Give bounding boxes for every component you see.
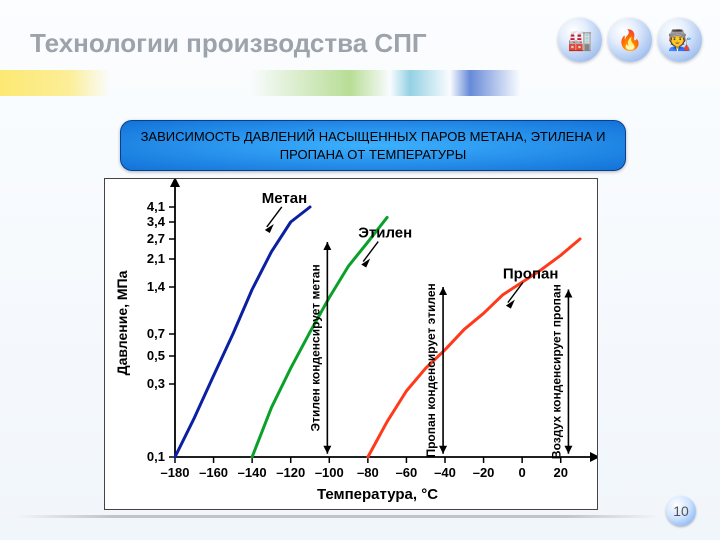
header-icons: 🏭 🔥 🧑‍🏭 bbox=[558, 18, 702, 62]
svg-text:Давление, МПа: Давление, МПа bbox=[114, 270, 130, 375]
svg-text:1,4: 1,4 bbox=[147, 279, 166, 294]
svg-text:Пропан: Пропан bbox=[503, 266, 559, 283]
svg-text:3,4: 3,4 bbox=[147, 214, 166, 229]
svg-text:Пропан конденсирует этилен: Пропан конденсирует этилен bbox=[424, 283, 438, 457]
svg-text:Этилен: Этилен bbox=[358, 225, 412, 242]
svg-text:0,7: 0,7 bbox=[147, 326, 165, 341]
svg-text:20: 20 bbox=[553, 465, 567, 480]
decor-color-bar bbox=[0, 70, 720, 96]
svg-text:0,1: 0,1 bbox=[147, 449, 165, 464]
svg-text:–20: –20 bbox=[473, 465, 495, 480]
svg-text:0: 0 bbox=[519, 465, 526, 480]
refinery-icon: 🏭 bbox=[558, 18, 602, 62]
svg-text:2,7: 2,7 bbox=[147, 231, 165, 246]
svg-text:Температура, °C: Температура, °C bbox=[317, 486, 438, 503]
decor-base-line bbox=[16, 515, 660, 518]
svg-text:–160: –160 bbox=[199, 465, 228, 480]
svg-text:–40: –40 bbox=[434, 465, 456, 480]
svg-text:–80: –80 bbox=[357, 465, 379, 480]
svg-text:0,3: 0,3 bbox=[147, 376, 165, 391]
svg-text:4,1: 4,1 bbox=[147, 199, 165, 214]
chart-caption: ЗАВИСИМОСТЬ ДАВЛЕНИЙ НАСЫЩЕННЫХ ПАРОВ МЕ… bbox=[120, 120, 626, 171]
page-number: 10 bbox=[666, 496, 696, 526]
worker-icon: 🧑‍🏭 bbox=[658, 18, 702, 62]
svg-text:Метан: Метан bbox=[262, 190, 307, 207]
svg-text:–140: –140 bbox=[238, 465, 267, 480]
svg-text:0,5: 0,5 bbox=[147, 348, 165, 363]
flame-icon: 🔥 bbox=[608, 18, 652, 62]
title-accent: ПГ bbox=[393, 28, 426, 58]
svg-text:–60: –60 bbox=[396, 465, 418, 480]
svg-text:–180: –180 bbox=[161, 465, 190, 480]
svg-text:Воздух конденсирует пропан: Воздух конденсирует пропан bbox=[549, 284, 563, 459]
svg-text:–100: –100 bbox=[315, 465, 344, 480]
page-title: Технологии производства СПГ bbox=[30, 28, 427, 59]
svg-text:Этилен конденсирует метан: Этилен конденсирует метан bbox=[308, 264, 322, 431]
title-prefix: Технологии производства С bbox=[30, 28, 393, 58]
svg-text:–120: –120 bbox=[276, 465, 305, 480]
svg-text:2,1: 2,1 bbox=[147, 251, 165, 266]
pressure-temperature-chart: –180 –160 –140 –120 –100 –80 –60 –40 –20 0 20 Темпе… bbox=[104, 178, 598, 510]
